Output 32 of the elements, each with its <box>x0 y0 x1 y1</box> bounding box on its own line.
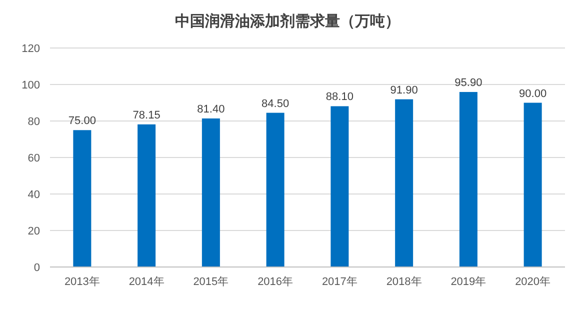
data-label: 91.90 <box>390 84 418 96</box>
chart-title: 中国润滑油添加剂需求量（万吨） <box>175 12 400 30</box>
y-tick-label: 60 <box>28 152 40 164</box>
x-tick-label: 2015年 <box>193 276 229 288</box>
data-label: 90.00 <box>519 88 547 100</box>
data-label: 75.00 <box>68 115 96 128</box>
bar <box>266 112 284 267</box>
bar <box>73 130 92 267</box>
x-tick-label: 2014年 <box>128 276 164 288</box>
data-label: 88.10 <box>326 91 354 104</box>
y-tick-label: 0 <box>34 262 40 274</box>
x-tick-label: 2020年 <box>515 276 551 288</box>
x-tick-label: 2013年 <box>64 276 100 288</box>
data-label: 81.40 <box>197 103 225 116</box>
bar <box>395 99 414 267</box>
data-label: 95.90 <box>454 76 482 89</box>
y-tick-label: 120 <box>22 43 40 55</box>
y-tick-label: 40 <box>28 189 40 201</box>
y-tick-label: 100 <box>22 80 40 92</box>
bar <box>524 102 542 267</box>
bar <box>459 92 478 267</box>
data-label: 78.15 <box>132 109 160 122</box>
bar <box>330 106 349 267</box>
x-tick-label: 2017年 <box>322 276 358 288</box>
bar <box>202 118 220 267</box>
x-tick-label: 2019年 <box>450 276 486 288</box>
y-tick-label: 80 <box>28 116 40 128</box>
x-tick-label: 2018年 <box>386 276 422 288</box>
x-tick-label: 2016年 <box>258 276 294 288</box>
y-tick-label: 20 <box>28 226 40 238</box>
bar <box>138 124 156 267</box>
data-label: 84.50 <box>262 98 290 110</box>
